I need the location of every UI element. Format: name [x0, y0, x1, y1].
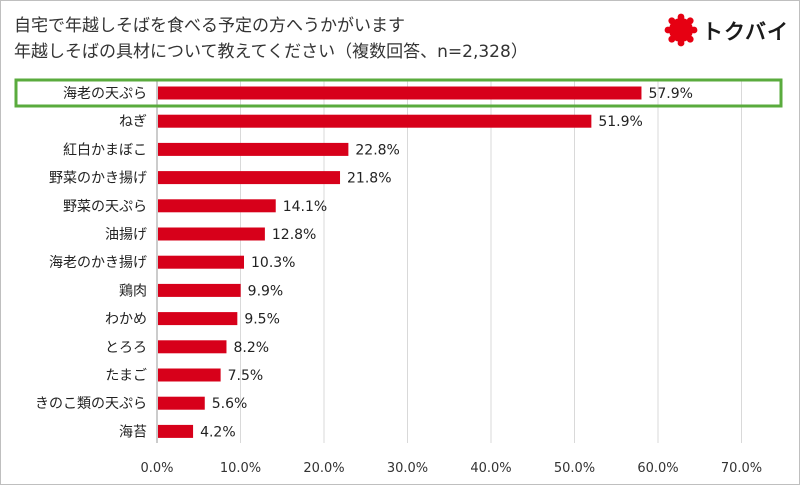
tokubai-logo-icon [664, 13, 698, 47]
chart-title-line-1: 自宅で年越しそばを食べる予定の方へうかがいます [14, 16, 405, 36]
x-tick-label: 60.0% [637, 461, 678, 476]
value-label: 5.6% [212, 396, 248, 412]
value-label: 12.8% [272, 227, 316, 243]
value-label: 22.8% [355, 142, 399, 158]
bar [158, 340, 227, 354]
bar [158, 283, 241, 297]
value-label: 14.1% [283, 199, 327, 215]
value-label: 10.3% [251, 255, 295, 271]
bar [158, 227, 265, 241]
category-label: 海老の天ぷら [63, 86, 147, 102]
category-label: ねぎ [119, 114, 147, 130]
logo-text: トクバイ [702, 20, 789, 44]
bar [158, 171, 341, 185]
x-tick-label: 10.0% [220, 461, 261, 476]
category-label: 紅白かまぼこ [63, 142, 147, 158]
value-label: 9.5% [244, 312, 280, 328]
bar [158, 255, 245, 269]
x-tick-label: 70.0% [721, 461, 762, 476]
category-label: 海苔 [119, 423, 147, 440]
tokubai-logo: トクバイ [664, 13, 788, 47]
value-label: 8.2% [233, 340, 269, 356]
bar [158, 396, 205, 410]
value-label: 9.9% [248, 283, 284, 299]
highlight-box [14, 78, 783, 108]
value-label: 7.5% [228, 368, 264, 384]
bar [158, 312, 238, 326]
category-label: 野菜の天ぷら [63, 199, 147, 215]
x-tick-label: 40.0% [470, 461, 511, 476]
category-label: たまご [105, 368, 147, 384]
category-label: わかめ [105, 312, 147, 328]
value-label: 4.2% [200, 424, 236, 440]
bar [158, 142, 349, 156]
x-tick-label: 20.0% [303, 461, 344, 476]
bar [158, 368, 221, 382]
bar [158, 199, 276, 213]
category-label: 鶏肉 [119, 283, 147, 299]
x-tick-label: 30.0% [387, 461, 428, 476]
x-tick-label: 50.0% [554, 461, 595, 476]
bar [158, 86, 642, 100]
value-label: 51.9% [598, 114, 642, 130]
category-label: 海老のかき揚げ [49, 254, 147, 271]
chart-title-line-2: 年越しそばの具材について教えてください（複数回答、n=2,328） [14, 42, 528, 62]
x-tick-label: 0.0% [140, 461, 173, 476]
value-label: 57.9% [648, 86, 692, 102]
category-label: きのこ類の天ぷら [35, 396, 147, 412]
value-label: 21.8% [347, 171, 391, 187]
category-label: 油揚げ [105, 226, 147, 243]
bar [158, 114, 592, 128]
bar [158, 424, 194, 438]
category-label: 野菜のかき揚げ [49, 170, 147, 187]
category-label: とろろ [105, 340, 147, 356]
